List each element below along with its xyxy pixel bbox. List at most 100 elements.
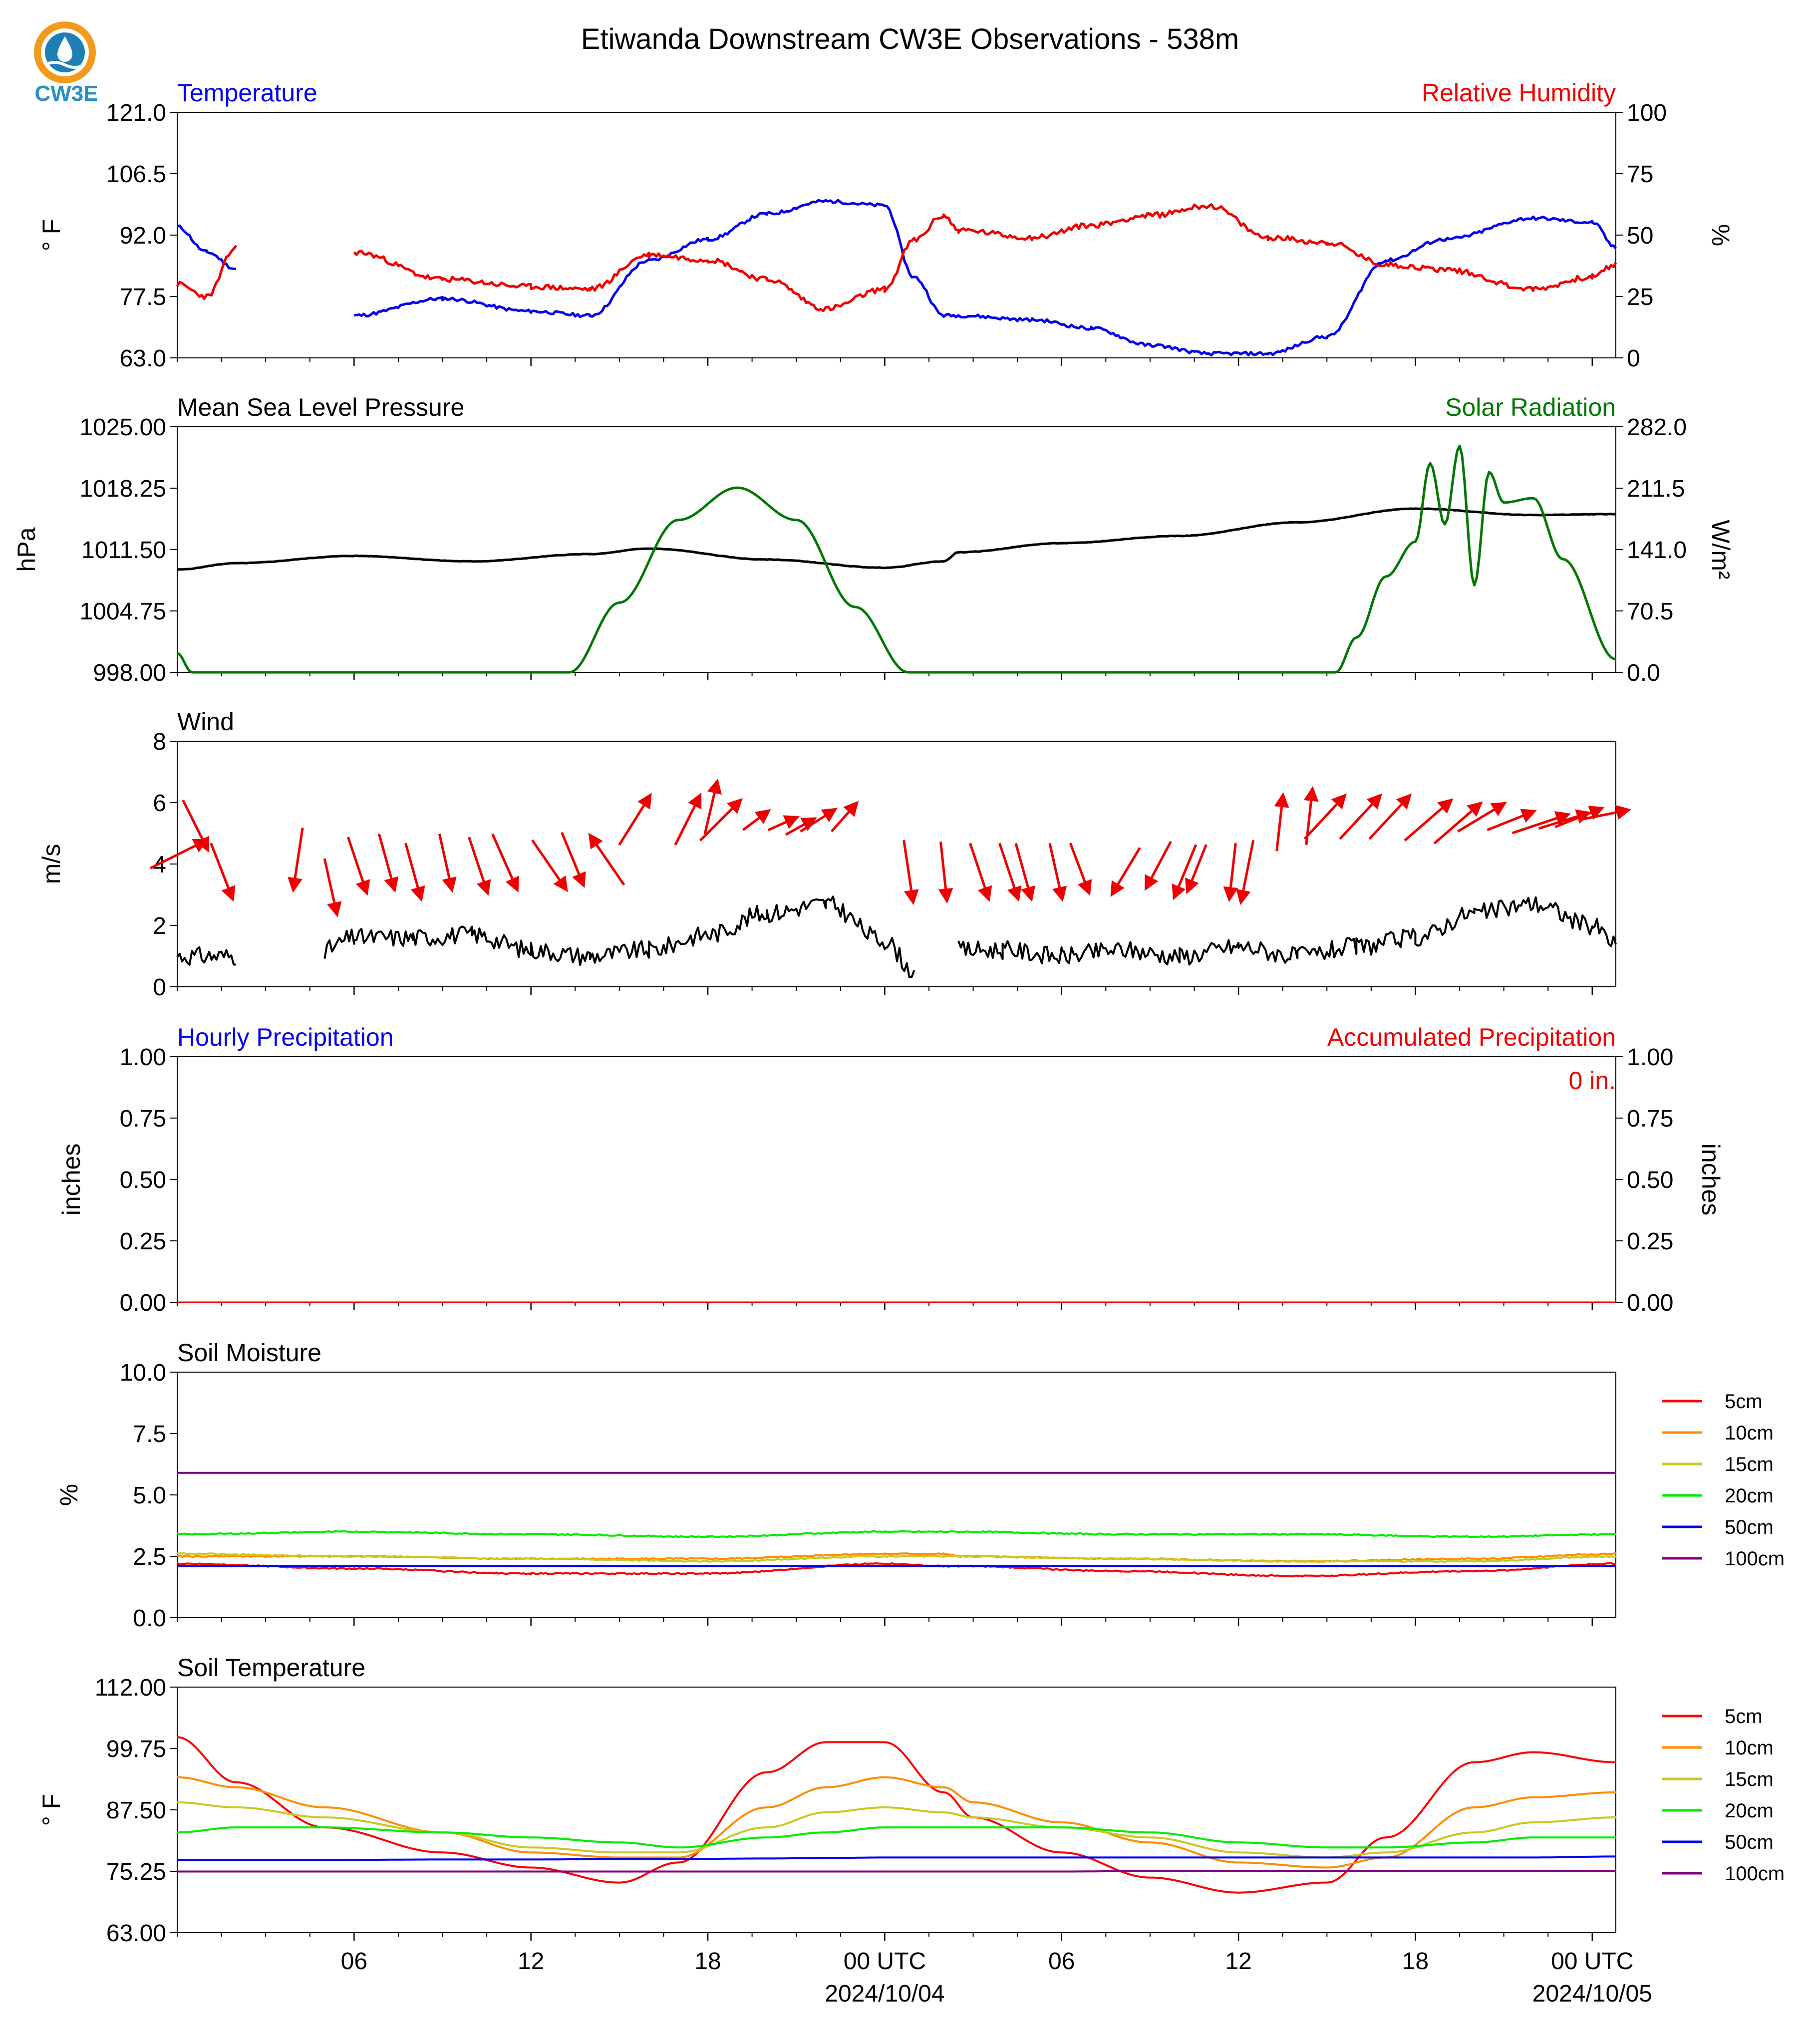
soil_moisture-ytick-label-left: 10.0 (120, 1360, 166, 1386)
wind-arrow (703, 778, 722, 835)
panel-soil_temperature: 112.00 99.75 87.50 75.25 63.00 Soil Temperatu… (37, 1654, 1785, 1947)
wind-arrow (830, 801, 859, 833)
pressure-ytick-label-left: 1011.50 (81, 537, 166, 564)
pressure-title-right: Solar Radiation (1445, 393, 1616, 421)
soil_moisture-ytick-label-left: 5.0 (133, 1482, 166, 1509)
wind-arrow (1404, 798, 1454, 842)
wind-arrow (377, 834, 399, 893)
soil_temperature-legend-label: 20cm (1725, 1800, 1774, 1822)
soil_moisture-ylabel-left: % (55, 1484, 83, 1506)
wind-arrow (618, 793, 652, 846)
precip-ytick-label-left: 0.50 (120, 1167, 166, 1193)
wind-arrow (938, 842, 953, 904)
soil_temperature-ylabel-left: ° F (37, 1794, 65, 1826)
wind-arrow (346, 837, 370, 896)
soil_moisture-legend-label: 50cm (1725, 1516, 1774, 1538)
panel-pressure: 1025.00 1018.25 1011.50 1004.75 998.00 282.0 2… (12, 393, 1735, 686)
x-date-label: 2024/10/04 (825, 1981, 944, 2007)
pressure-ylabel-right: W/m² (1707, 520, 1735, 579)
wind-arrow (800, 808, 838, 833)
precip-ytick-label-right: 0.25 (1627, 1228, 1673, 1255)
wind-arrow (1144, 841, 1172, 891)
wind-arrow (404, 843, 425, 902)
soil_temperature-ytick-label-left: 87.50 (106, 1797, 166, 1824)
wind-arrow (1538, 809, 1592, 830)
wind-ytick-label-left: 8 (153, 729, 166, 755)
soil_moisture-title-left: Soil Moisture (177, 1339, 321, 1367)
soil_temperature-ytick-label-left: 112.00 (95, 1675, 166, 1701)
wind-ytick-label-left: 6 (153, 790, 166, 817)
panel-wind: 86420Windm/s (37, 708, 1632, 1001)
logo-text: CW3E (34, 81, 98, 106)
wind-arrow (1487, 809, 1537, 832)
wind-arrow (1185, 844, 1208, 894)
pressure-line (177, 507, 1616, 571)
soil_temperature-ytick-label-left: 63.00 (106, 1920, 166, 1947)
precip-ytick-label-left: 0.00 (120, 1290, 166, 1316)
wind-arrow (674, 792, 702, 846)
temperature-frame (177, 112, 1616, 358)
soil_moisture-legend-label: 20cm (1725, 1485, 1774, 1507)
wind-arrow (438, 834, 457, 893)
wind-arrow (1339, 793, 1383, 840)
precip-ytick-label-right: 0.00 (1627, 1290, 1673, 1316)
temperature-ytick-label-left: 121.0 (106, 100, 166, 126)
soil-moisture-20cm (177, 1530, 1616, 1538)
temperature-ytick-label-right: 0 (1627, 345, 1640, 372)
soil_temperature-legend-label: 50cm (1725, 1831, 1774, 1853)
precip-ytick-label-right: 0.50 (1627, 1167, 1673, 1193)
temperature-ytick-label-left: 106.5 (106, 161, 166, 188)
pressure-frame (177, 426, 1616, 673)
temperature-ylabel-left: ° F (37, 219, 65, 251)
precip-ytick-label-left: 0.75 (120, 1106, 166, 1132)
x-tick-label: 00 UTC (1551, 1948, 1633, 1975)
figure-title: Etiwanda Downstream CW3E Observations - … (581, 23, 1239, 55)
wind-arrow (1554, 806, 1605, 829)
wind-arrow (1581, 805, 1632, 821)
wind-title-left: Wind (177, 708, 234, 736)
soil_moisture-legend-label: 10cm (1725, 1422, 1774, 1444)
soil-temp-100cm (177, 1870, 1616, 1873)
panel-soil_moisture: 10.0 7.5 5.0 2.5 0.0 Soil Moisture% 5cm 10cm 15c… (55, 1339, 1785, 1632)
precip-ytick-label-left: 1.00 (120, 1044, 166, 1071)
wind-arrow (785, 817, 817, 836)
precip-ytick-label-left: 0.25 (120, 1228, 166, 1255)
wind-arrow (468, 837, 491, 896)
rh-line (176, 203, 1617, 312)
temperature-title-right: Relative Humidity (1422, 79, 1616, 107)
wind-arrow (1274, 792, 1289, 852)
x-tick-label: 18 (1402, 1948, 1429, 1975)
wind-arrow (1368, 793, 1412, 840)
pressure-ylabel-left: hPa (12, 527, 40, 572)
soil-moisture-5cm (177, 1562, 1616, 1578)
pressure-ytick-label-left: 998.00 (93, 660, 166, 686)
wind-arrow (588, 833, 625, 886)
precip-total-label: 0 in. (1568, 1067, 1616, 1095)
wind-arrow (969, 843, 992, 902)
soil-temp-20cm (177, 1826, 1616, 1849)
soil_temperature-ytick-label-left: 99.75 (106, 1736, 166, 1762)
wind-arrow (1014, 843, 1035, 902)
soil_moisture-ytick-label-left: 7.5 (133, 1421, 166, 1448)
pressure-ytick-label-right: 141.0 (1627, 537, 1687, 564)
wind-ytick-label-left: 2 (153, 913, 166, 939)
temperature-ytick-label-left: 92.0 (120, 223, 166, 249)
precip-title-left: Hourly Precipitation (177, 1023, 394, 1051)
soil_moisture-ytick-label-left: 2.5 (133, 1544, 166, 1570)
x-tick-label: 06 (341, 1948, 367, 1975)
wind-arrow (531, 839, 568, 892)
wind-arrow (288, 828, 304, 893)
soil-temp-5cm (177, 1736, 1616, 1894)
soil_temperature-legend-label: 15cm (1725, 1768, 1774, 1790)
wind-arrow (1172, 844, 1198, 900)
precip-ytick-label-right: 0.75 (1627, 1106, 1673, 1132)
temperature-title-left: Temperature (177, 79, 317, 107)
wind-arrow (210, 843, 236, 902)
wind-arrow (1457, 802, 1507, 833)
temperature-ytick-label-right: 50 (1627, 223, 1653, 249)
precip-ylabel-right: inches (1697, 1144, 1725, 1216)
wind-frame (177, 741, 1616, 987)
wind-arrow (742, 809, 771, 831)
soil-temp-15cm (177, 1801, 1616, 1859)
